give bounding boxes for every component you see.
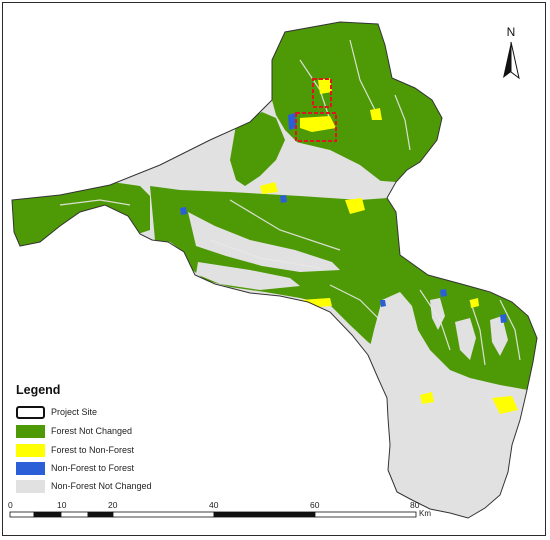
legend-swatch-non-forest-to-forest [16, 462, 45, 475]
non-forest-central-strip [188, 212, 340, 272]
legend-swatch-forest-not-changed [16, 425, 45, 438]
non-forest-to-forest-patches [180, 113, 507, 323]
scale-bar [9, 511, 417, 518]
legend-label: Non-Forest to Forest [51, 463, 135, 473]
legend-title: Legend [16, 383, 61, 397]
region-boundary [11, 21, 538, 519]
legend-swatch-non-forest-not-changed [16, 480, 45, 493]
scale-tick-20: 20 [108, 500, 118, 510]
forest-west-arm [12, 182, 150, 246]
scale-tick-60: 60 [310, 500, 320, 510]
forest-north-west-slope [230, 112, 285, 186]
scale-tick-80: 80 [410, 500, 420, 510]
non-forest-east-patches [430, 298, 508, 360]
non-forest-southern-lobe [368, 292, 528, 518]
non-forest-southwest-strip [196, 262, 300, 290]
scale-tick-10: 10 [57, 500, 67, 510]
north-arrow-label: N [507, 25, 516, 39]
forest-north-block [272, 22, 442, 182]
scale-tick-40: 40 [209, 500, 219, 510]
legend-swatch-forest-to-non-forest [16, 444, 45, 457]
legend-label: Non-Forest Not Changed [51, 481, 152, 491]
non-forest-northern-valley [280, 142, 382, 196]
legend-swatch-project-site [16, 406, 45, 419]
legend-label: Forest Not Changed [51, 426, 133, 436]
forest-to-non-forest-patches [180, 60, 518, 414]
north-arrow: N [503, 25, 520, 80]
project-site-box-north [312, 78, 332, 108]
project-site-box-south [295, 112, 337, 142]
scale-unit: Km [419, 509, 431, 518]
drainage-lines [59, 39, 521, 366]
legend-label: Forest to Non-Forest [51, 445, 135, 455]
scale-tick-0: 0 [8, 500, 13, 510]
legend-label: Project Site [51, 407, 98, 417]
